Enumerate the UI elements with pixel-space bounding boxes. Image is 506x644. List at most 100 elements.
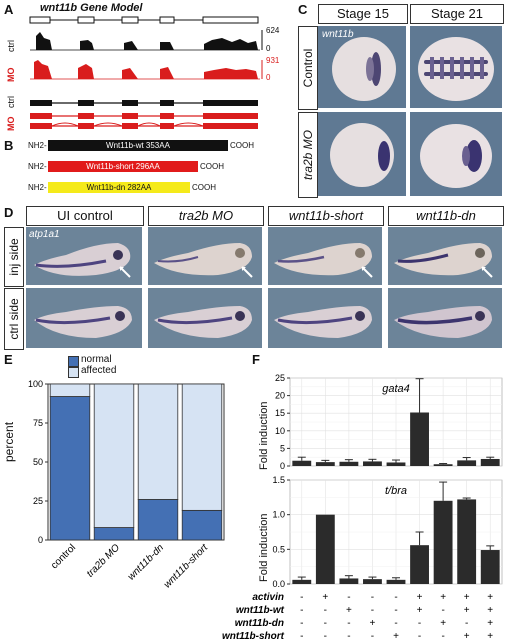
treatment-sign: + [417,592,423,603]
treatment-sign: - [465,618,468,629]
treatment-sign: - [300,605,303,616]
bar-segment-normal [137,499,179,541]
exon-box [202,16,259,24]
y-tick-label-f: 5 [280,443,285,453]
column-header-stage15: Stage 15 [318,4,408,24]
y-tick-label-e: 0 [38,535,43,545]
bar-f-top [480,458,500,466]
treatment-sign: - [394,592,397,603]
y-tick-label-f: 0.0 [272,579,285,589]
tadpole-image-ui-inj: atp1a1 [26,227,142,285]
exon-box [159,16,175,24]
panel-title-f-bottom: t/bra [385,485,407,497]
bar-f-bottom [315,514,335,584]
tadpole-image-tra2b-ctrl [148,288,262,348]
protein-bar-short: Wnt11b-short 296AA [48,161,198,172]
probe-label-wnt11b: wnt11b [322,29,354,40]
y-tick-label-e: 25 [33,496,43,506]
y-tick-label-f: 0 [280,461,285,471]
treatment-label: wnt11b-wt [236,605,285,616]
treatment-sign: - [394,618,397,629]
column-header-ui-control: UI control [26,206,144,226]
treatment-sign: - [347,631,350,642]
bar-f-top [315,462,335,466]
tadpole-image-short-inj [268,227,382,285]
column-header-tra2b-mo: tra2b MO [148,206,264,226]
ctrl-coverage-track [36,32,258,50]
bar-segment-normal [181,509,223,541]
mo-scale-min: 0 [266,73,271,82]
protein-diagram: NH2- Wnt11b-wt 353AA COOH NH2- Wnt11b-sh… [28,140,308,198]
y-tick-label-f: 25 [275,373,285,383]
tadpole-image-dn-ctrl [388,288,502,348]
tadpole-image-short-ctrl [268,288,382,348]
bar-f-top [363,461,382,466]
bar-f-bottom [410,545,429,584]
bar-f-bottom [386,579,406,584]
nh2-label: NH2- [28,141,47,150]
y-tick-label-f: 0.5 [272,544,285,554]
treatment-sign: - [371,592,374,603]
treatment-sign: - [347,592,350,603]
treatment-sign: + [487,592,493,603]
bar-f-top [292,460,312,466]
bar-f-bottom [480,550,500,584]
panel-f-label: F [252,352,260,367]
bar-f-bottom [292,579,312,584]
row-header-control: Control [298,26,318,110]
treatment-label: wnt11b-dn [235,618,284,629]
ctrl-scale-max: 624 [266,26,280,35]
row-header-tra2b: tra2b MO [298,112,318,198]
treatment-sign: + [393,631,399,642]
legend-swatch-normal [68,356,79,367]
treatment-sign: + [440,618,446,629]
treatment-sign: + [440,592,446,603]
bar-f-bottom [339,578,359,584]
treatment-sign: + [417,605,423,616]
embryo-image-tra2b-st15 [318,112,406,196]
y-tick-label-f: 1.0 [272,510,285,520]
treatment-sign: + [487,605,493,616]
bar-segment-affected [137,383,179,500]
bar-f-top [410,412,429,466]
tadpole-image-ui-ctrl [26,288,142,348]
mo-coverage-track [34,60,258,79]
legend-label-normal: normal [81,354,112,365]
probe-label-atp1a1: atp1a1 [29,229,60,240]
cooh-label: COOH [200,162,224,171]
treatment-sign: - [324,618,327,629]
treatment-sign: + [464,592,470,603]
bar-f-bottom [457,499,477,584]
treatment-sign: + [487,631,493,642]
nh2-label: NH2- [28,162,47,171]
bar-f-top [386,462,406,466]
tadpole-image-tra2b-inj [148,227,262,285]
treatment-sign: - [441,631,444,642]
treatment-sign: + [322,592,328,603]
treatment-sign: - [418,631,421,642]
bar-segment-affected [49,383,91,397]
treatment-sign: - [300,592,303,603]
treatment-sign: - [347,618,350,629]
y-tick-label-f: 20 [275,391,285,401]
treatment-sign: + [370,618,376,629]
mo-scale-max: 931 [266,56,280,65]
gene-model-figure [29,16,263,129]
exon-box [77,16,95,24]
panel-b-label: B [4,138,14,153]
treatment-sign: - [300,618,303,629]
panel-d-label: D [4,205,14,220]
embryo-image-control-st15: wnt11b [318,26,406,108]
treatment-sign: + [464,605,470,616]
treatment-sign: + [464,631,470,642]
y-tick-label-f: 15 [275,408,285,418]
bar-segment-affected [93,383,135,528]
protein-bar-wt: Wnt11b-wt 353AA [48,140,228,151]
tadpole-image-dn-inj [388,227,502,285]
y-tick-label-e: 75 [33,418,43,428]
panel-a-label: A [4,2,14,17]
y-tick-label-f: 1.5 [272,475,285,485]
protein-bar-dn: Wnt11b-dn 282AA [48,182,190,193]
y-tick-label-e: 100 [28,379,43,389]
